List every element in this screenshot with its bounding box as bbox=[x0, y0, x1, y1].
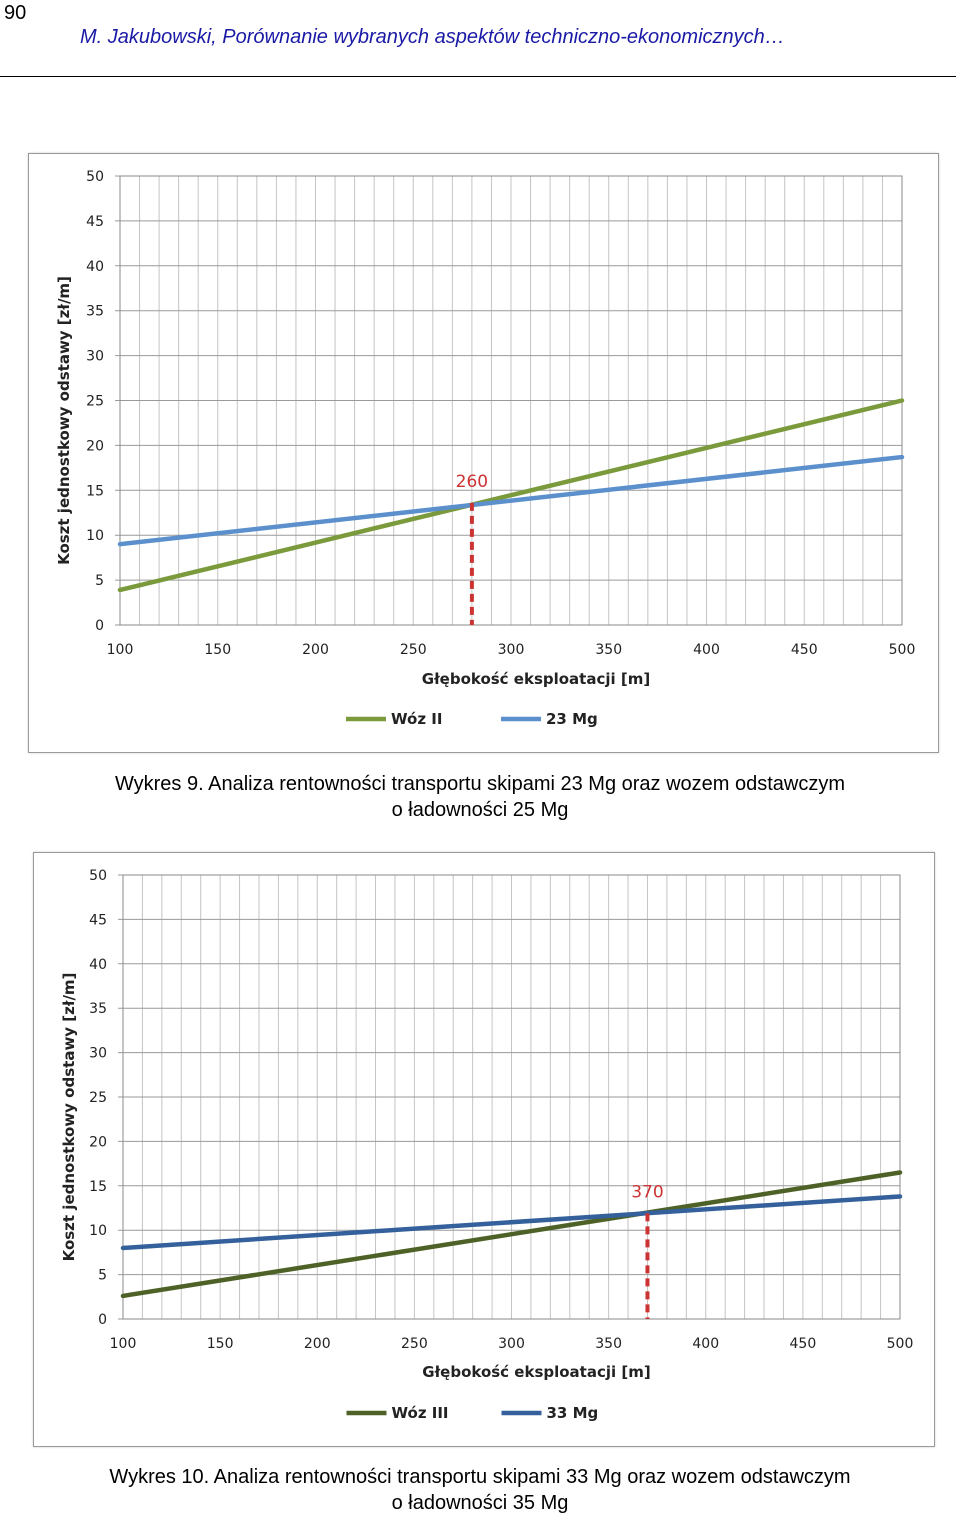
legend-label: 23 Mg bbox=[546, 710, 598, 728]
y-tick-label: 45 bbox=[86, 214, 104, 230]
x-axis-title: Głębokość eksploatacji [m] bbox=[422, 1363, 650, 1381]
x-tick-label: 300 bbox=[498, 642, 525, 658]
intersection-label: 370 bbox=[631, 1182, 663, 1202]
y-tick-label: 30 bbox=[86, 349, 104, 365]
chart-10-svg: 0 5 10 15 20 25 30 35 40 45 50 100 150 200 250 300 350 40… bbox=[60, 868, 914, 1422]
x-tick-label: 400 bbox=[693, 642, 720, 658]
y-tick-label: 5 bbox=[98, 1268, 107, 1284]
y-tick-label: 40 bbox=[89, 957, 107, 973]
x-tick-label: 200 bbox=[304, 1336, 331, 1352]
x-tick-label: 350 bbox=[595, 642, 622, 658]
x-tick-label: 200 bbox=[302, 642, 329, 658]
x-tick-label: 450 bbox=[790, 1336, 817, 1352]
y-tick-label: 50 bbox=[86, 169, 104, 185]
y-axis-title: Koszt jednostkowy odstawy [zł/m] bbox=[55, 276, 73, 565]
legend-label: Wóz II bbox=[391, 710, 442, 728]
series-line bbox=[117, 398, 905, 593]
x-tick-label: 250 bbox=[400, 642, 427, 658]
intersection-label: 260 bbox=[456, 472, 488, 492]
figure-10-caption-line1: Wykres 10. Analiza rentowności transport… bbox=[109, 1466, 851, 1488]
chart-figure-10: 0 5 10 15 20 25 30 35 40 45 50 100 150 200 250 300 350 40… bbox=[33, 852, 935, 1447]
x-tick-label: 150 bbox=[204, 642, 231, 658]
series-line bbox=[120, 1170, 903, 1299]
y-tick-label: 20 bbox=[86, 438, 104, 454]
x-tick-label: 450 bbox=[791, 642, 818, 658]
y-tick-label: 25 bbox=[89, 1090, 107, 1106]
x-tick-label: 100 bbox=[107, 642, 134, 658]
y-tick-label: 50 bbox=[89, 868, 107, 884]
series-line bbox=[117, 454, 905, 547]
page-number: 90 bbox=[4, 2, 27, 24]
y-tick-label: 35 bbox=[89, 1001, 107, 1017]
header-rule bbox=[0, 76, 956, 77]
x-tick-label: 250 bbox=[401, 1336, 428, 1352]
y-tick-label: 20 bbox=[89, 1134, 107, 1150]
y-tick-label: 30 bbox=[89, 1046, 107, 1062]
y-tick-label: 40 bbox=[86, 259, 104, 275]
y-tick-label: 10 bbox=[86, 528, 104, 544]
running-header: M. Jakubowski, Porównanie wybranych aspe… bbox=[80, 26, 785, 48]
y-tick-label: 25 bbox=[86, 394, 104, 410]
y-tick-label: 10 bbox=[89, 1223, 107, 1239]
y-tick-label: 5 bbox=[95, 573, 104, 589]
figure-9-caption-line2: o ładowności 25 Mg bbox=[391, 799, 569, 821]
series-line bbox=[120, 1194, 903, 1251]
y-tick-label: 0 bbox=[98, 1312, 107, 1328]
y-axis-title: Koszt jednostkowy odstawy [zł/m] bbox=[60, 973, 78, 1262]
figure-10-caption-line2: o ładowności 35 Mg bbox=[391, 1492, 569, 1514]
y-tick-label: 45 bbox=[89, 912, 107, 928]
legend-label: 33 Mg bbox=[547, 1404, 599, 1422]
x-tick-label: 100 bbox=[110, 1336, 137, 1352]
chart-figure-9: 0 5 10 15 20 25 30 35 40 45 50 100 150 200 250 300 350 40… bbox=[28, 153, 939, 753]
x-tick-label: 300 bbox=[498, 1336, 525, 1352]
figure-9-caption-line1: Wykres 9. Analiza rentowności transportu… bbox=[114, 773, 846, 795]
y-tick-label: 15 bbox=[89, 1179, 107, 1195]
y-tick-label: 0 bbox=[95, 618, 104, 634]
x-tick-label: 150 bbox=[207, 1336, 234, 1352]
x-axis-title: Głębokość eksploatacji [m] bbox=[422, 670, 650, 688]
x-tick-label: 500 bbox=[887, 1336, 914, 1352]
x-tick-label: 500 bbox=[889, 642, 916, 658]
plot-area-frame bbox=[122, 874, 901, 1320]
legend-label: Wóz III bbox=[392, 1404, 449, 1422]
y-tick-label: 35 bbox=[86, 304, 104, 320]
legend: Wóz III 33 Mg bbox=[346, 1404, 599, 1422]
x-tick-label: 400 bbox=[692, 1336, 719, 1352]
chart-9-svg: 0 5 10 15 20 25 30 35 40 45 50 100 150 200 250 300 350 40… bbox=[55, 169, 916, 728]
x-tick-label: 350 bbox=[595, 1336, 622, 1352]
figure-10-caption: Wykres 10. Analiza rentowności transport… bbox=[0, 1464, 960, 1516]
legend: Wóz II 23 Mg bbox=[346, 710, 598, 728]
figure-9-caption: Wykres 9. Analiza rentowności transportu… bbox=[0, 771, 960, 823]
y-tick-label: 15 bbox=[86, 483, 104, 499]
